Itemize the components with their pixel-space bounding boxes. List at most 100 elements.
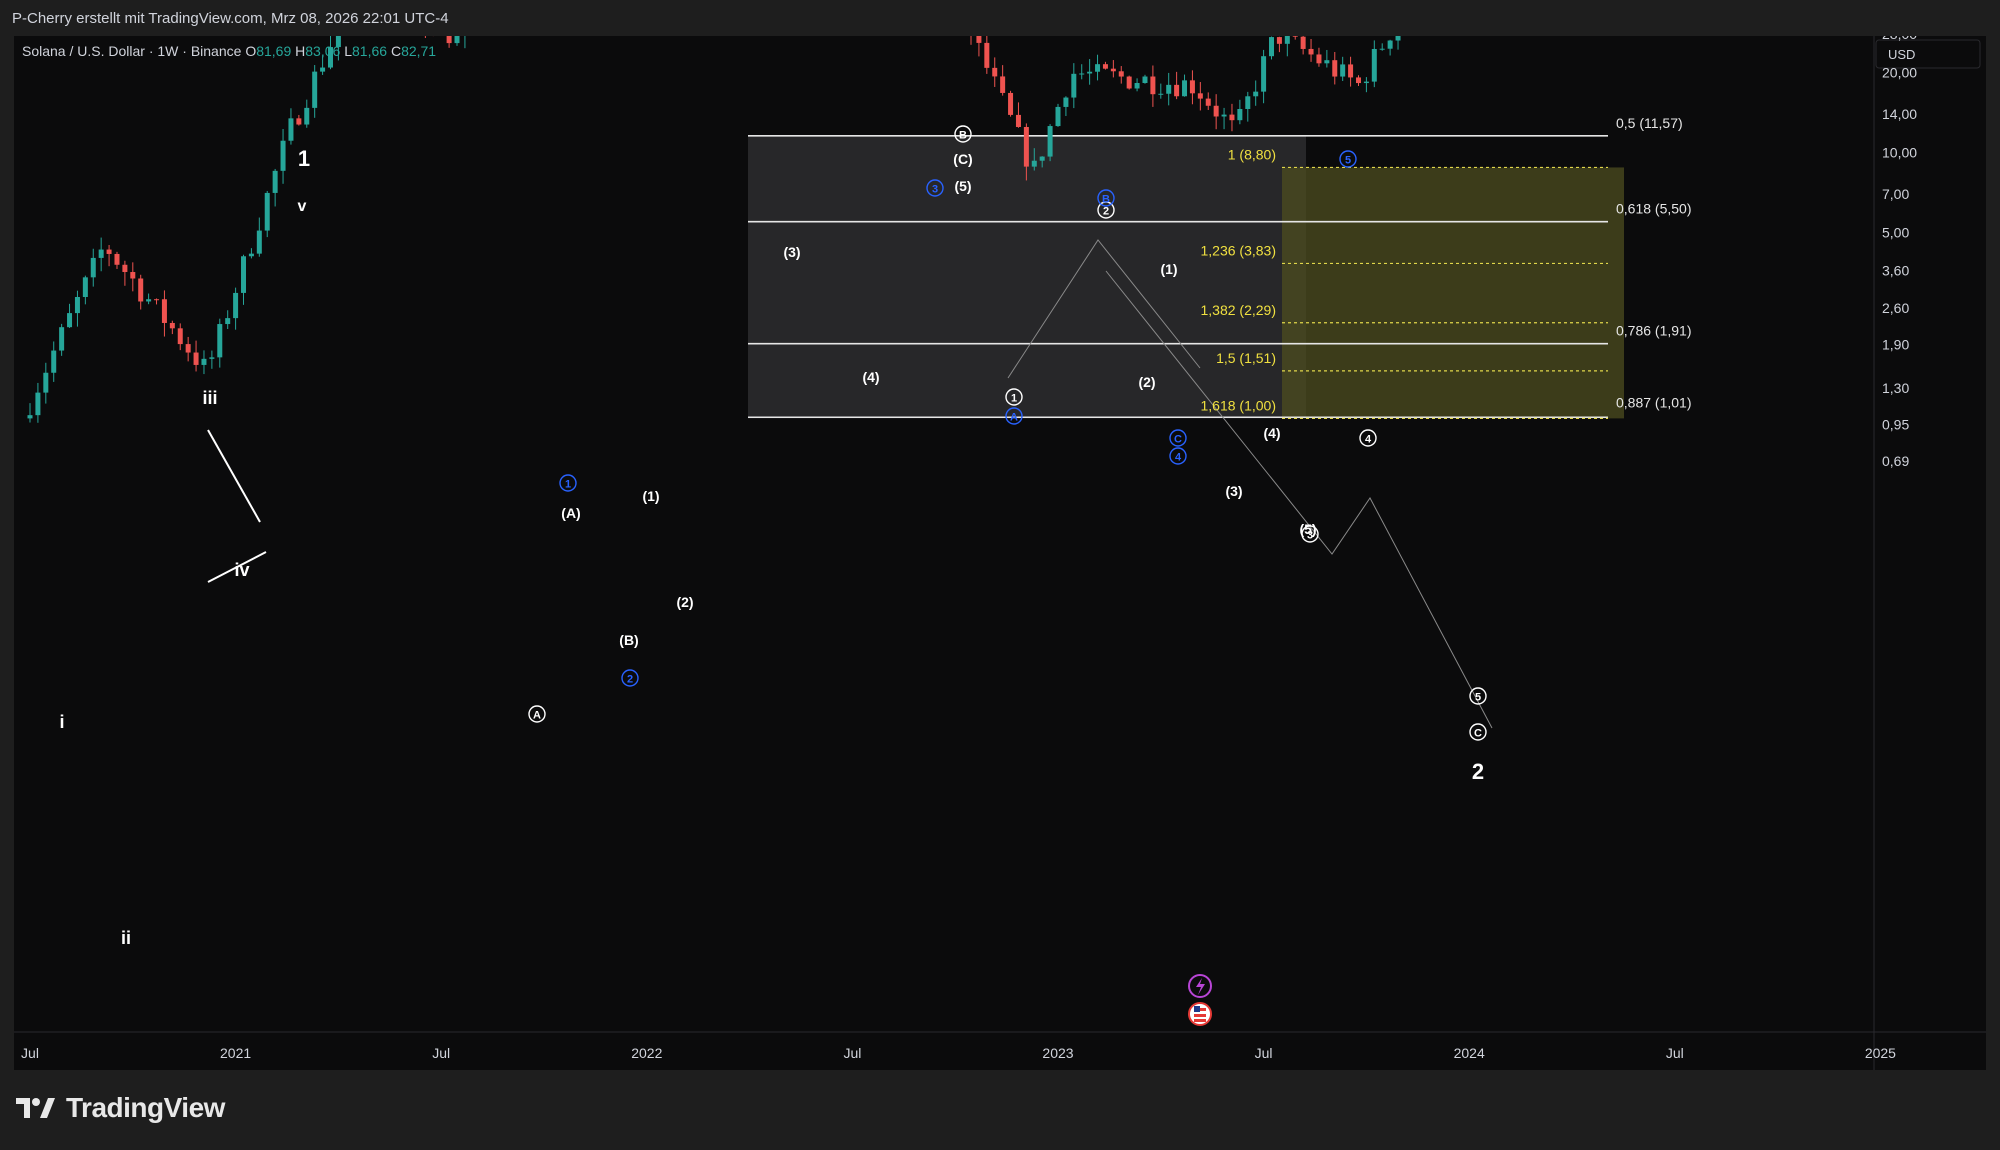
candle-body bbox=[161, 299, 167, 323]
wave-label: (3) bbox=[783, 244, 800, 260]
y-tick-label: 5,00 bbox=[1882, 225, 1909, 241]
currency-selector[interactable] bbox=[1875, 39, 1981, 69]
candle-body bbox=[1245, 96, 1251, 109]
candle-body bbox=[1371, 48, 1377, 82]
x-tick-label: 2024 bbox=[1454, 1045, 1485, 1061]
candle-body bbox=[320, 67, 326, 72]
candle-body bbox=[280, 140, 286, 171]
wave-label: v bbox=[298, 198, 307, 215]
wave-circle-label: 5 bbox=[1475, 692, 1481, 704]
x-tick-label: 2021 bbox=[220, 1045, 251, 1061]
wave-label: (B) bbox=[619, 632, 638, 648]
fib-level-label: 0,786 (1,91) bbox=[1616, 323, 1692, 339]
symbol-legend[interactable]: Solana / U.S. Dollar · 1W · Binance O81,… bbox=[22, 43, 436, 59]
tradingview-logo-text: TradingView bbox=[66, 1092, 225, 1123]
y-tick-label: 1,90 bbox=[1882, 336, 1909, 352]
ohlc-high-value: 83,06 bbox=[305, 43, 344, 59]
wave-circle-marker bbox=[1097, 201, 1115, 219]
candle-body bbox=[1308, 48, 1314, 55]
candle-body bbox=[1229, 114, 1235, 121]
fib-level-label: 1,382 (2,29) bbox=[1201, 302, 1277, 318]
x-tick-label: 2025 bbox=[1865, 1045, 1896, 1061]
candle-body bbox=[130, 272, 136, 279]
wave-label: 2 bbox=[1472, 759, 1484, 784]
wave-label: (5) bbox=[954, 178, 971, 194]
candle-body bbox=[177, 328, 183, 345]
y-tick-label: 2,60 bbox=[1882, 300, 1909, 316]
wave-circle-label: B bbox=[959, 130, 967, 142]
fib-level-label: 1,618 (1,00) bbox=[1201, 397, 1277, 413]
chart-panel[interactable]: USD Solana / U.S. Dollar · 1W · Binance … bbox=[14, 36, 1986, 1070]
wave-label: iv bbox=[234, 560, 249, 580]
candle-body bbox=[1055, 106, 1061, 127]
fib-retracement-zone[interactable] bbox=[748, 135, 1306, 419]
fib-level-label: 1,5 (1,51) bbox=[1216, 350, 1276, 366]
candle-body bbox=[1095, 64, 1101, 72]
wave-circle-marker bbox=[954, 125, 972, 143]
x-tick-label: Jul bbox=[1666, 1045, 1684, 1061]
tradingview-logo-icon bbox=[16, 1098, 55, 1118]
wave-circle-marker bbox=[559, 474, 577, 492]
candle-body bbox=[1118, 71, 1124, 77]
candle-body bbox=[1237, 108, 1243, 121]
fib-level-label: 0,618 (5,50) bbox=[1616, 201, 1692, 217]
wave-circle-label: C bbox=[1174, 434, 1182, 446]
candle-body bbox=[288, 118, 294, 141]
candle-body bbox=[304, 107, 310, 125]
candle-body bbox=[335, 36, 341, 48]
candle-body bbox=[446, 36, 452, 44]
wave-label: (4) bbox=[1263, 425, 1280, 441]
ohlc-open-value: 81,69 bbox=[256, 43, 295, 59]
wave-circle-label: 2 bbox=[627, 674, 633, 686]
symbol-name: Solana / U.S. Dollar · 1W · Binance bbox=[22, 43, 245, 59]
wave-label: (1) bbox=[642, 488, 659, 504]
fib-level-label: 1 (8,80) bbox=[1228, 146, 1276, 162]
candle-body bbox=[1166, 84, 1172, 94]
candle-body bbox=[1189, 80, 1195, 94]
wave-circle-label: 3 bbox=[932, 184, 938, 196]
ohlc-close-value: 82,71 bbox=[401, 43, 436, 59]
wave-circle-label: A bbox=[1010, 412, 1018, 424]
candle-body bbox=[217, 324, 223, 358]
us-flag-stripe bbox=[1194, 1019, 1206, 1022]
price-axis-panel bbox=[1874, 36, 1986, 1070]
candle-body bbox=[272, 170, 278, 193]
fib-level-label: 0,5 (11,57) bbox=[1616, 115, 1683, 131]
x-tick-label: Jul bbox=[1255, 1045, 1273, 1061]
triangle-upper-line[interactable] bbox=[207, 429, 261, 523]
wave-circle-marker bbox=[1359, 429, 1377, 447]
wave-label: ii bbox=[121, 928, 131, 948]
lightning-icon[interactable] bbox=[1188, 974, 1212, 998]
chart-attribution: P-Cherry erstellt mit TradingView.com, M… bbox=[12, 10, 449, 27]
candle-body bbox=[1079, 73, 1085, 75]
ohlc-open-label: O bbox=[245, 43, 256, 59]
candle-body bbox=[146, 299, 152, 302]
wave-label: (2) bbox=[1138, 374, 1155, 390]
wave-circle-marker bbox=[1469, 687, 1487, 705]
y-tick-label: 10,00 bbox=[1882, 145, 1917, 161]
candle-body bbox=[1269, 37, 1275, 57]
candle-body bbox=[1221, 114, 1227, 117]
candle-body bbox=[984, 42, 990, 68]
candle-body bbox=[1387, 40, 1393, 49]
wave-circle-label: C bbox=[1474, 728, 1482, 740]
candle-body bbox=[1316, 54, 1322, 64]
y-tick-label: 1,30 bbox=[1882, 380, 1909, 396]
wave-b-structure-line[interactable] bbox=[1007, 239, 1201, 379]
triangle-lower-line[interactable] bbox=[207, 551, 267, 583]
wave-label: (C) bbox=[953, 151, 972, 167]
candle-body bbox=[1071, 73, 1077, 98]
candle-body bbox=[1102, 64, 1108, 69]
candle-body bbox=[1253, 91, 1259, 97]
candle-body bbox=[1292, 36, 1298, 37]
candle-body bbox=[1000, 76, 1006, 93]
fib-extension-zone[interactable] bbox=[1282, 167, 1624, 419]
candle-body bbox=[1379, 48, 1385, 50]
tradingview-logo[interactable]: TradingView bbox=[14, 1092, 225, 1124]
price-chart[interactable]: USD Solana / U.S. Dollar · 1W · Binance … bbox=[14, 36, 1986, 1070]
wave-circle-marker bbox=[1005, 388, 1023, 406]
wave-circle-marker bbox=[1301, 525, 1319, 543]
candle-body bbox=[27, 415, 33, 419]
wave-projection-path[interactable] bbox=[1105, 270, 1493, 729]
candle-body bbox=[1324, 60, 1330, 64]
